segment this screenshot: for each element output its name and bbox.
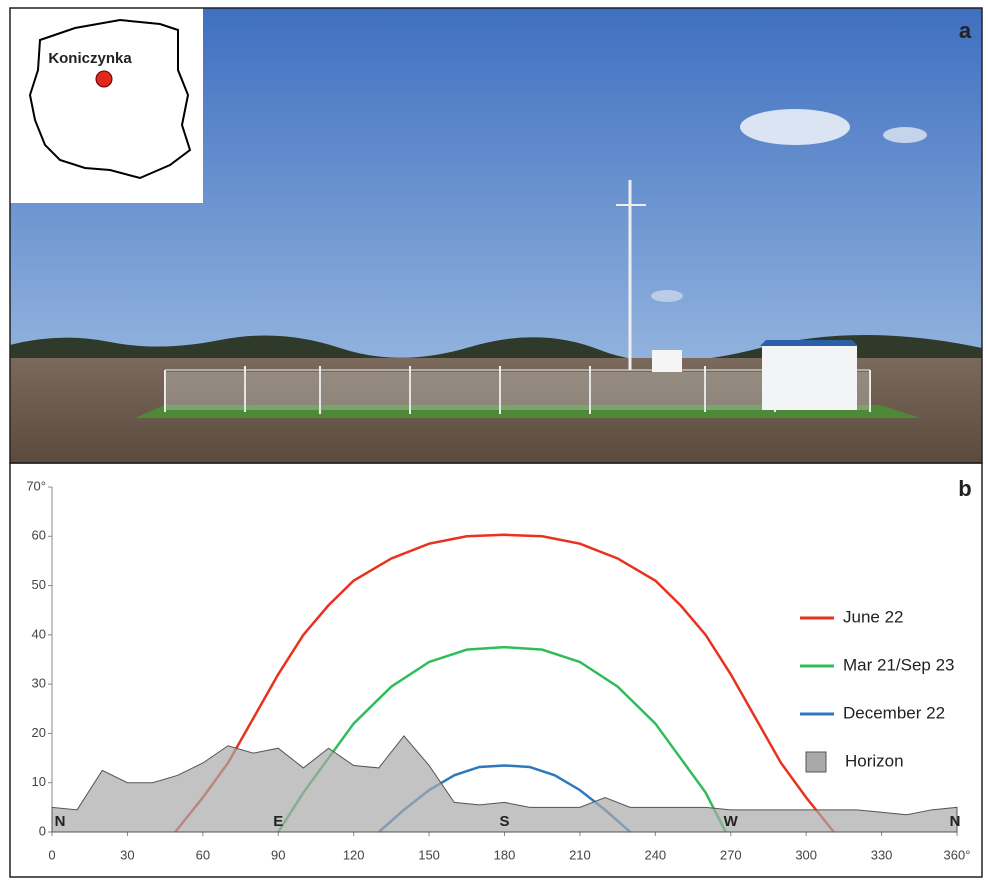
panel-label: a bbox=[959, 18, 972, 43]
x-tick-label: 180 bbox=[494, 847, 516, 862]
y-tick-label: 10 bbox=[32, 774, 46, 789]
y-tick-label: 20 bbox=[32, 725, 46, 740]
panel-label: b bbox=[958, 476, 971, 501]
x-tick-label: 0 bbox=[48, 847, 55, 862]
x-tick-label: 240 bbox=[644, 847, 666, 862]
legend-label: December 22 bbox=[843, 703, 945, 722]
direction-label: N bbox=[55, 813, 66, 830]
direction-label: E bbox=[273, 813, 283, 830]
x-tick-label: 270 bbox=[720, 847, 742, 862]
x-tick-label: 300 bbox=[795, 847, 817, 862]
legend-label: Mar 21/Sep 23 bbox=[843, 655, 955, 674]
x-tick-label: 120 bbox=[343, 847, 365, 862]
direction-label: W bbox=[724, 813, 739, 830]
x-tick-label: 360° bbox=[944, 847, 971, 862]
direction-label: N bbox=[950, 813, 961, 830]
map-inset: Koniczynka bbox=[10, 8, 203, 203]
figure: Koniczynka a b 0 10 20 30 40 50 60 70° 0 30 60 90 12… bbox=[0, 0, 988, 883]
x-tick-label: 60 bbox=[196, 847, 210, 862]
y-tick-label: 60 bbox=[32, 528, 46, 543]
legend-label: June 22 bbox=[843, 607, 904, 626]
y-tick-label: 40 bbox=[32, 626, 46, 641]
x-tick-label: 330 bbox=[871, 847, 893, 862]
y-tick-label: 0 bbox=[39, 823, 46, 838]
x-tick-label: 210 bbox=[569, 847, 591, 862]
y-tick-label: 70° bbox=[26, 478, 46, 493]
y-tick-label: 30 bbox=[32, 676, 46, 691]
y-tick-label: 50 bbox=[32, 577, 46, 592]
legend-swatch bbox=[806, 752, 826, 772]
plot: 0 10 20 30 40 50 60 70° 0 30 60 90 120 150 180 210 240 27… bbox=[26, 478, 970, 862]
x-tick-label: 30 bbox=[120, 847, 134, 862]
direction-label: S bbox=[499, 813, 509, 830]
x-tick-label: 150 bbox=[418, 847, 440, 862]
x-tick-label: 90 bbox=[271, 847, 285, 862]
map-label: Koniczynka bbox=[48, 50, 132, 67]
legend-label: Horizon bbox=[845, 751, 904, 770]
